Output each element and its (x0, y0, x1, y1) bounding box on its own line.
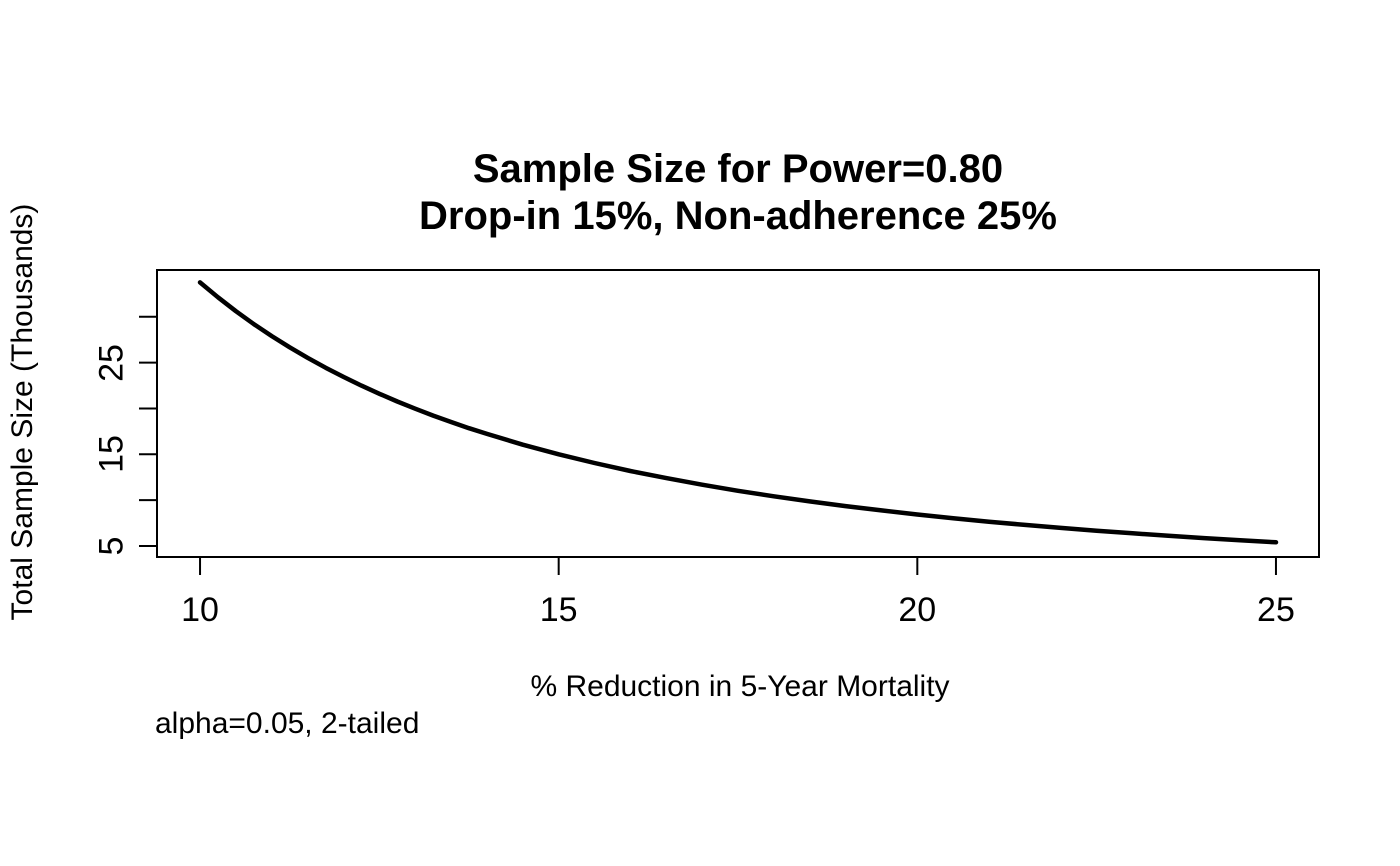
plot-box-border (156, 269, 1320, 558)
x-tick-label: 10 (181, 591, 219, 629)
x-tick-label: 25 (1257, 591, 1295, 629)
chart-subtitle: Drop-in 15%, Non-adherence 25% (419, 194, 1057, 238)
sample-size-curve (197, 280, 1279, 545)
alpha-footnote: alpha=0.05, 2-tailed (155, 707, 420, 740)
chart-title: Sample Size for Power=0.80 (472, 147, 1004, 191)
chart-title-block: Sample Size for Power=0.80 Drop-in 15%, … (419, 146, 1057, 240)
x-tick-label: 15 (539, 591, 578, 629)
axis-tick-marks (139, 315, 1277, 575)
x-axis-label: % Reduction in 5-Year Mortality (530, 670, 950, 703)
y-tick-label: 25 (92, 343, 131, 382)
y-tick-label: 15 (92, 435, 131, 474)
y-tick-label: 5 (92, 536, 131, 556)
x-tick-label: 20 (898, 591, 937, 629)
